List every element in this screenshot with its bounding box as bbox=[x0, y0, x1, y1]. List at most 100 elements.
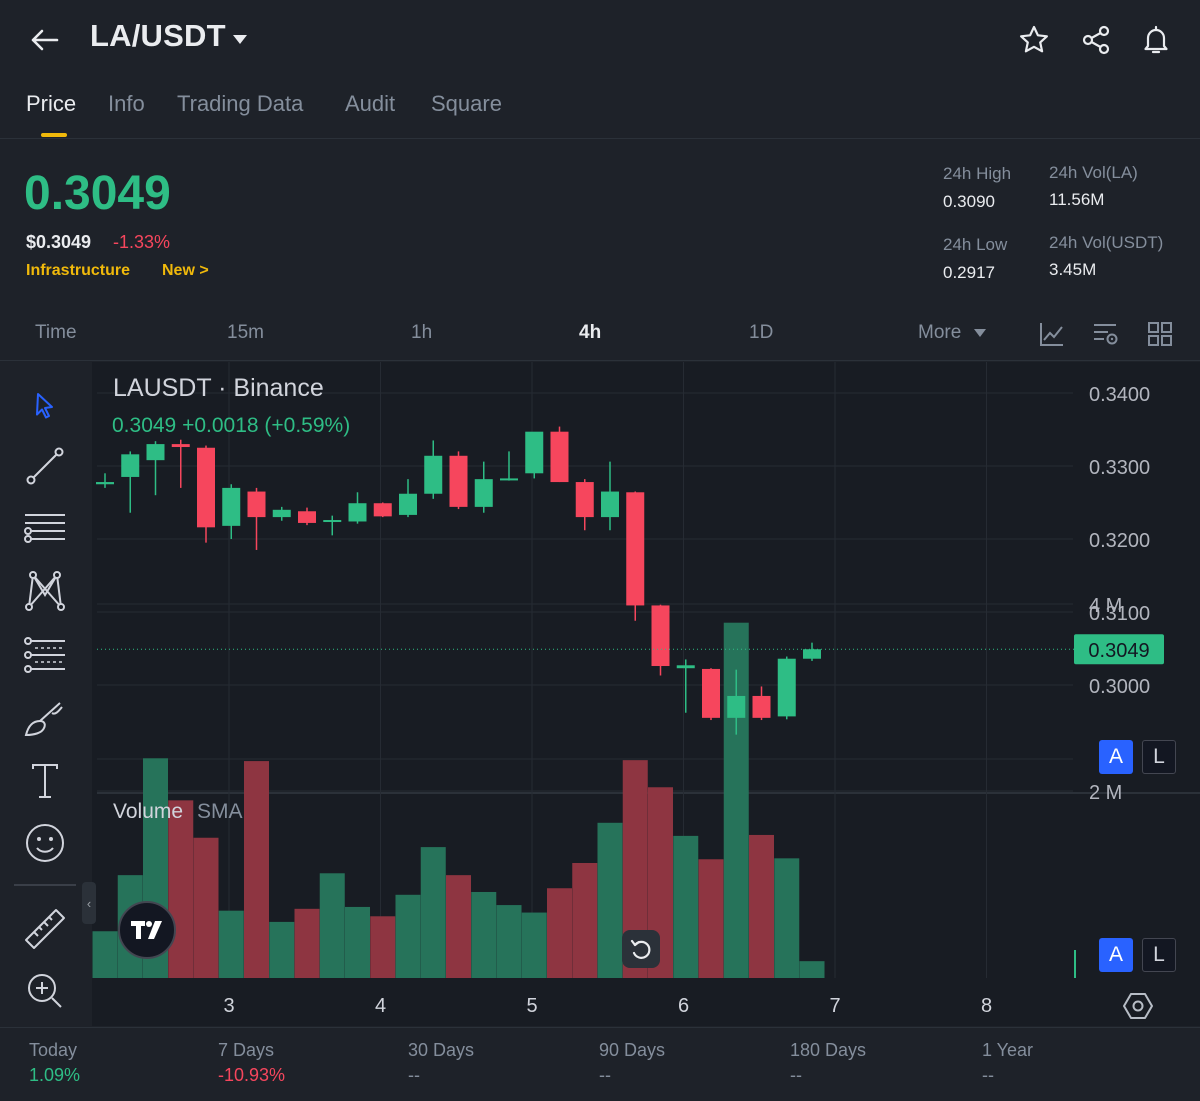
low-value: 0.2917 bbox=[943, 263, 995, 282]
volume-bar bbox=[496, 905, 522, 978]
trend-line-icon[interactable] bbox=[20, 441, 70, 491]
price-tick-label: 0.3300 bbox=[1089, 457, 1150, 479]
interval-4h[interactable]: 4h bbox=[579, 322, 602, 343]
interval-time[interactable]: Time bbox=[35, 322, 77, 343]
candle-body bbox=[121, 454, 140, 477]
volume-tick-label: 2 M bbox=[1089, 782, 1122, 804]
chart-ohlc-readout: 0.3049 +0.0018 (+0.59%) bbox=[112, 414, 351, 437]
chart-symbol-title: LAUSDT · Binance bbox=[113, 374, 324, 402]
vol-base-value: 11.56M bbox=[1049, 190, 1105, 209]
volume-bar bbox=[749, 834, 774, 978]
time-tick-label: 4 bbox=[375, 995, 386, 1017]
candle-body bbox=[626, 492, 645, 606]
new-tag-link[interactable]: New > bbox=[162, 262, 209, 279]
perf-label-180d: 180 Days bbox=[790, 1040, 867, 1060]
perf-label-90d: 90 Days bbox=[599, 1040, 666, 1060]
sector-tag[interactable]: Infrastructure bbox=[26, 262, 131, 279]
collapse-toolbar-chevron-icon[interactable]: ‹ bbox=[82, 882, 96, 924]
perf-label-7d: 7 Days bbox=[218, 1040, 275, 1060]
star-icon[interactable] bbox=[1014, 20, 1054, 60]
caret-down-icon[interactable] bbox=[973, 328, 987, 338]
time-tick-label: 5 bbox=[526, 995, 537, 1017]
price-tick-label: 0.3400 bbox=[1089, 384, 1150, 406]
volume-bar bbox=[319, 873, 345, 978]
candle-body bbox=[146, 444, 165, 461]
volume-bar bbox=[572, 862, 598, 978]
time-tick-label: 8 bbox=[981, 995, 992, 1017]
low-label: 24h Low bbox=[943, 235, 1008, 254]
candle-body bbox=[500, 478, 518, 481]
volume-indicator-title: Volume bbox=[113, 800, 184, 823]
price-chart[interactable]: 0.3400 0.3300 0.3200 0.3100 0.3000 3 4 5 6 7 8 4 M 2… bbox=[0, 362, 1200, 1026]
candle-body bbox=[676, 665, 695, 669]
tab-trading-data[interactable]: Trading Data bbox=[177, 91, 304, 116]
volume-auto-scale-button[interactable]: A bbox=[1099, 938, 1133, 972]
tab-square[interactable]: Square bbox=[431, 91, 502, 116]
candle-body bbox=[424, 455, 443, 494]
interval-15m[interactable]: 15m bbox=[227, 322, 264, 343]
horizontal-lines-icon[interactable] bbox=[20, 504, 70, 554]
tab-info[interactable]: Info bbox=[108, 91, 145, 116]
auto-scale-button[interactable]: A bbox=[1099, 740, 1133, 774]
back-arrow-icon[interactable] bbox=[24, 22, 64, 58]
pair-selector[interactable]: LA/USDT bbox=[90, 18, 226, 53]
perf-value-7d: -10.93% bbox=[218, 1065, 286, 1085]
time-tick-label: 7 bbox=[829, 995, 840, 1017]
performance-bar bbox=[0, 1027, 1200, 1101]
volume-bar bbox=[269, 921, 295, 978]
grid-layout-icon[interactable] bbox=[1144, 318, 1176, 350]
tab-price[interactable]: Price bbox=[26, 91, 77, 116]
candle-body bbox=[601, 491, 619, 518]
time-tick-label: 6 bbox=[678, 995, 689, 1017]
perf-label-1y: 1 Year bbox=[982, 1040, 1034, 1060]
candle-body bbox=[348, 503, 367, 522]
price-tick-label: 0.3000 bbox=[1089, 676, 1150, 698]
volume-bar bbox=[370, 916, 396, 978]
hexagon-settings-icon[interactable] bbox=[1122, 990, 1154, 1022]
last-price-label: 0.3049 bbox=[1088, 640, 1149, 662]
candle-body bbox=[399, 493, 417, 515]
perf-value-180d: -- bbox=[790, 1065, 802, 1085]
candle-body bbox=[373, 503, 392, 517]
reset-chart-icon[interactable] bbox=[622, 930, 660, 968]
ruler-icon[interactable] bbox=[20, 904, 70, 954]
time-tick-label: 3 bbox=[223, 995, 234, 1017]
volume-bar bbox=[92, 931, 118, 978]
text-icon[interactable] bbox=[20, 756, 70, 806]
tab-audit[interactable]: Audit bbox=[345, 91, 396, 116]
fib-levels-icon[interactable] bbox=[20, 630, 70, 680]
tradingview-logo[interactable] bbox=[118, 901, 176, 959]
volume-bar bbox=[799, 961, 825, 978]
price-tick-label: 0.3200 bbox=[1089, 530, 1150, 552]
emoji-icon[interactable] bbox=[20, 818, 70, 868]
high-value: 0.3090 bbox=[943, 192, 995, 211]
indicator-chart-icon[interactable] bbox=[1036, 318, 1068, 350]
active-tab-indicator bbox=[41, 133, 67, 137]
candle-body bbox=[222, 487, 241, 526]
brush-icon[interactable] bbox=[20, 694, 70, 744]
interval-1h[interactable]: 1h bbox=[411, 322, 433, 343]
bell-icon[interactable] bbox=[1136, 20, 1176, 60]
volume-bar bbox=[193, 837, 219, 978]
perf-value-today: 1.09% bbox=[29, 1065, 81, 1085]
candle-body bbox=[777, 658, 796, 717]
candle-body bbox=[651, 605, 670, 667]
volume-log-scale-button[interactable]: L bbox=[1142, 938, 1176, 972]
vol-quote-label: 24h Vol(USDT) bbox=[1049, 233, 1164, 252]
log-scale-button[interactable]: L bbox=[1142, 740, 1176, 774]
volume-bar bbox=[244, 761, 269, 978]
chart-settings-list-icon[interactable] bbox=[1090, 318, 1122, 350]
last-price: 0.3049 bbox=[24, 167, 171, 220]
interval-1d[interactable]: 1D bbox=[749, 322, 774, 343]
volume-bar bbox=[471, 891, 497, 978]
interval-more[interactable]: More bbox=[918, 322, 962, 343]
share-icon[interactable] bbox=[1076, 20, 1116, 60]
pattern-icon[interactable] bbox=[20, 566, 70, 616]
candle-body bbox=[752, 695, 771, 718]
candle-body bbox=[272, 509, 291, 518]
cursor-icon[interactable] bbox=[20, 380, 70, 430]
price-tick-label: 0.3100 bbox=[1089, 603, 1150, 625]
caret-down-icon[interactable] bbox=[232, 33, 248, 45]
volume-bar bbox=[294, 908, 320, 978]
zoom-in-icon[interactable] bbox=[20, 966, 70, 1016]
